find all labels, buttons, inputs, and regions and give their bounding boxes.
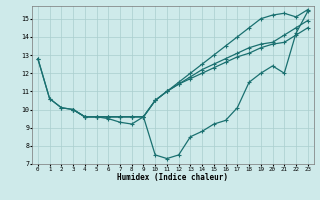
X-axis label: Humidex (Indice chaleur): Humidex (Indice chaleur) xyxy=(117,173,228,182)
